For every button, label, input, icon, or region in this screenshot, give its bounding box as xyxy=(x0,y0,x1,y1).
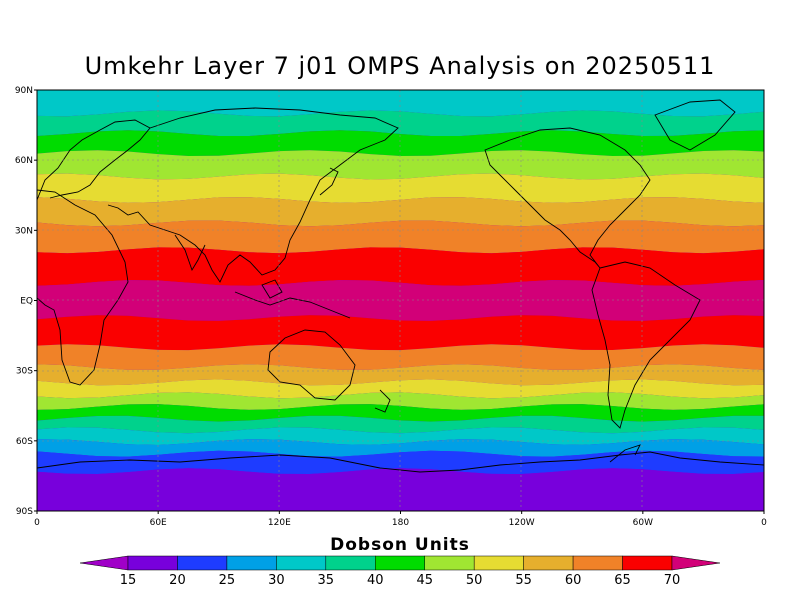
colorbar-level-label: 30 xyxy=(268,573,285,588)
colorbar-swatch xyxy=(276,555,327,571)
colorbar-level-label: 45 xyxy=(416,573,433,588)
colorbar-swatch xyxy=(523,555,574,571)
colorbar-level-label: 70 xyxy=(664,573,681,588)
colorbar-level-label: 55 xyxy=(515,573,532,588)
coastlines xyxy=(37,99,764,473)
colorbar-level-label: 25 xyxy=(219,573,236,588)
colorbar-level-label: 50 xyxy=(466,573,483,588)
colorbar-swatch xyxy=(622,555,673,571)
contour-band xyxy=(37,427,764,445)
lat-tick-label: 60S xyxy=(16,437,33,447)
lon-tick-label: 0 xyxy=(761,518,767,528)
contour-band xyxy=(37,197,764,227)
contour-band xyxy=(37,130,764,156)
contour-band xyxy=(37,280,764,321)
coastline-asia xyxy=(107,107,399,283)
contour-band xyxy=(37,468,764,511)
contour-band xyxy=(37,247,764,286)
lat-tick-label: 90S xyxy=(16,507,33,517)
contour-band xyxy=(37,364,764,386)
lon-tick-label: 60E xyxy=(150,518,167,528)
contour-band xyxy=(37,344,764,370)
colorbar-level-label: 20 xyxy=(169,573,186,588)
lat-tick-label: 90N xyxy=(15,86,33,96)
ozone-contour-bands xyxy=(37,90,764,511)
colorbar-swatch xyxy=(226,555,277,571)
coastline-africa xyxy=(37,189,129,386)
colorbar-level-label: 65 xyxy=(614,573,631,588)
coastline-antarctic-peninsula xyxy=(609,444,641,463)
contour-band xyxy=(37,404,764,422)
contour-band xyxy=(37,173,764,203)
colorbar-swatch xyxy=(375,555,425,571)
coastline-south-america xyxy=(591,261,701,429)
colorbar-swatch xyxy=(572,555,623,571)
contour-band xyxy=(37,415,764,434)
lon-tick-label: 60W xyxy=(633,518,653,528)
colorbar-title: Dobson Units xyxy=(330,535,470,555)
lat-tick-label: 30S xyxy=(16,367,33,377)
contour-band xyxy=(37,439,764,457)
contour-band xyxy=(37,220,764,254)
coastline-antarctica xyxy=(37,451,764,473)
lat-tick-label: 60N xyxy=(15,156,33,166)
coastline-north-america xyxy=(484,127,651,269)
colorbar-arrow-high xyxy=(671,555,721,571)
colorbar-arrow-low xyxy=(79,555,129,571)
coastline-australia xyxy=(267,329,356,401)
map-title: Umkehr Layer 7 j01 OMPS Analysis on 2025… xyxy=(84,52,716,80)
lat-tick-label: EQ xyxy=(20,297,33,307)
contour-band xyxy=(37,110,764,136)
colorbar-level-label: 15 xyxy=(120,573,137,588)
colorbar-swatch xyxy=(424,555,475,571)
contour-band xyxy=(37,450,764,474)
colorbar-swatch xyxy=(177,555,228,571)
lon-tick-label: 0 xyxy=(34,518,40,528)
contour-band xyxy=(37,315,764,351)
coastline-indonesia xyxy=(234,291,351,319)
contour-band xyxy=(37,379,764,399)
contour-band xyxy=(37,392,764,410)
colorbar-level-label: 35 xyxy=(318,573,335,588)
lon-tick-label: 120W xyxy=(509,518,535,528)
colorbar-level-label: 40 xyxy=(367,573,384,588)
colorbar-swatch xyxy=(127,555,178,571)
colorbar: 15 20 25 30 35 40 45 50 55 60 65 70 xyxy=(79,555,721,588)
coastline-india xyxy=(174,234,206,272)
lon-tick-label: 120E xyxy=(268,518,291,528)
coastline-japan xyxy=(319,167,339,196)
longitude-labels: 0 60E 120E 180 120W 60W 0 xyxy=(34,511,767,528)
colorbar-swatch xyxy=(325,555,376,571)
lon-tick-label: 180 xyxy=(392,518,409,528)
contour-band xyxy=(37,150,764,180)
coastline-borneo xyxy=(261,279,283,299)
map-gridlines xyxy=(37,90,764,511)
colorbar-level-label: 60 xyxy=(565,573,582,588)
coastline-greenland xyxy=(654,99,736,151)
lat-tick-label: 30N xyxy=(15,226,33,236)
colorbar-swatch xyxy=(473,555,524,571)
coastline-newzealand xyxy=(374,389,391,413)
latitude-labels: 90N 60N 30N EQ 30S 60S 90S xyxy=(15,86,37,517)
